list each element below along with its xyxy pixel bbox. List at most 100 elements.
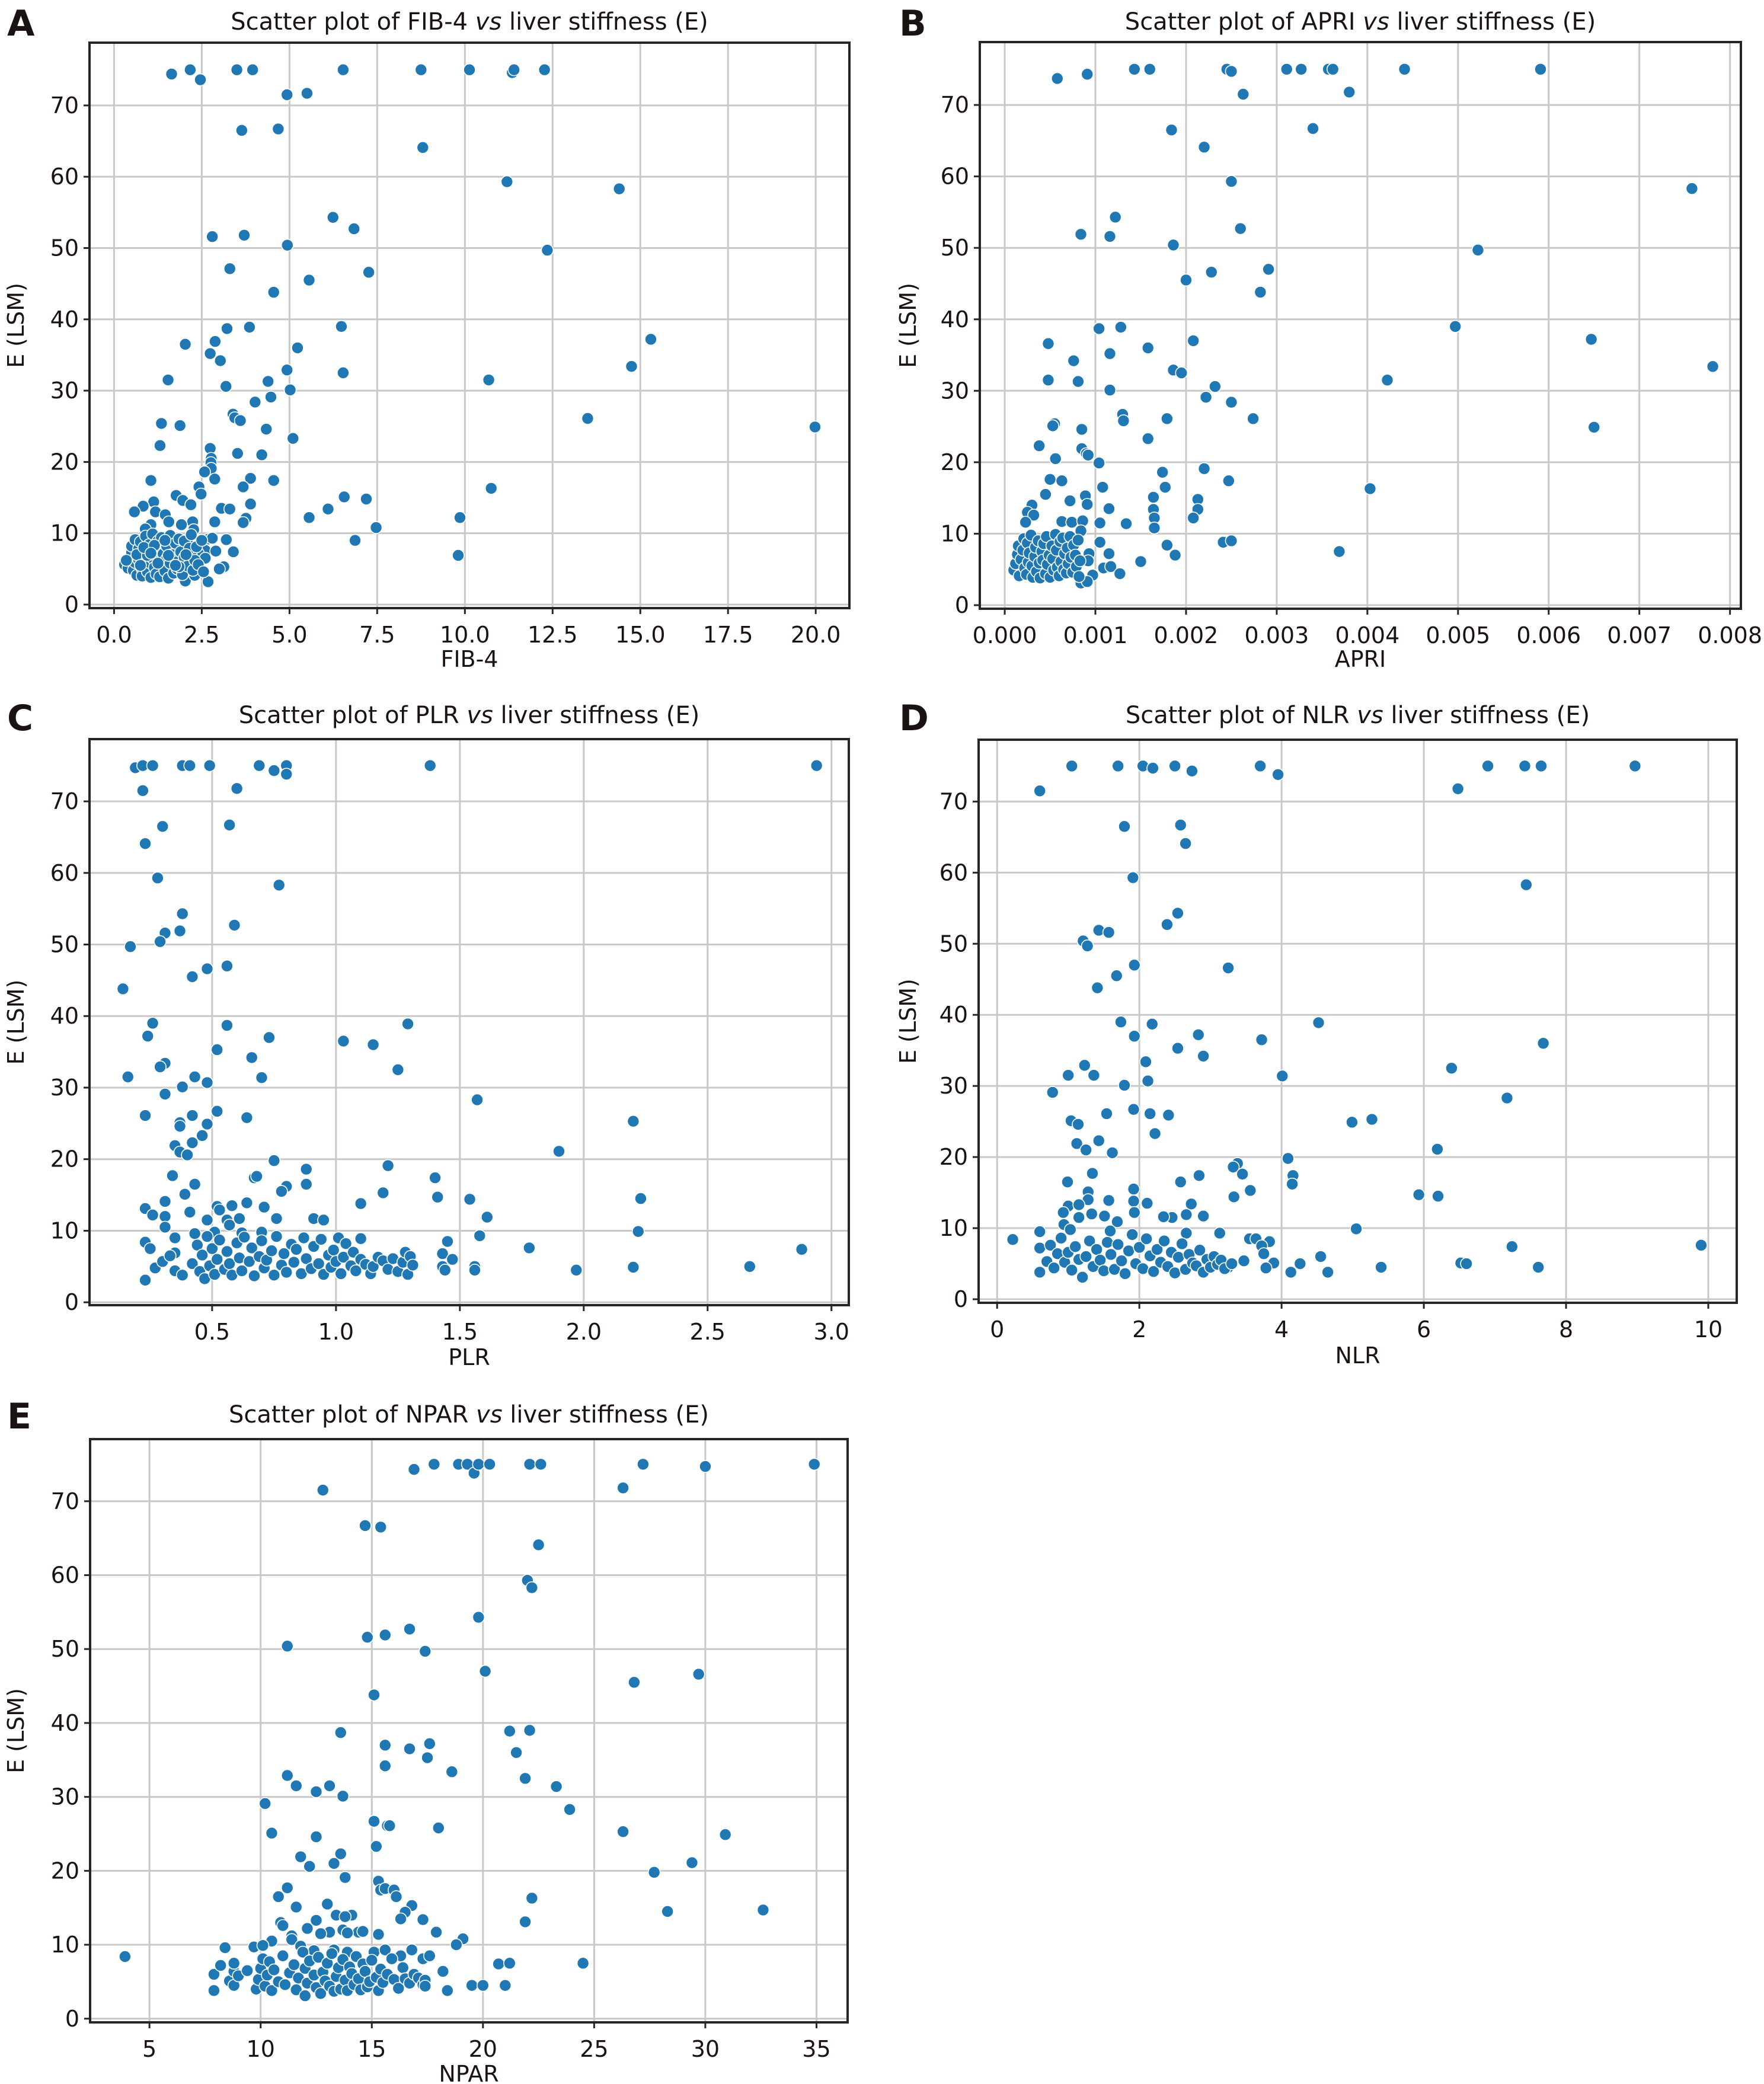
data-point: [1276, 1069, 1289, 1083]
data-point: [339, 1237, 353, 1250]
y-tick-label: 60: [50, 860, 79, 886]
data-point: [156, 820, 170, 833]
data-point: [416, 141, 430, 154]
data-point: [581, 412, 595, 425]
data-point: [280, 1265, 293, 1279]
data-point: [309, 1914, 323, 1927]
data-point: [1584, 333, 1598, 346]
data-point: [120, 554, 133, 567]
data-point: [334, 1726, 347, 1739]
data-point: [299, 1252, 313, 1265]
data-point: [297, 1231, 311, 1245]
data-point: [290, 1243, 303, 1256]
data-point: [1127, 1194, 1140, 1208]
data-point: [277, 1247, 290, 1260]
data-point: [327, 1857, 341, 1870]
panel-a-fib4: A Scatter plot of FIB-4 vs liver stiffnes…: [3, 3, 851, 672]
data-point: [127, 505, 141, 519]
y-tick-label: 30: [50, 378, 79, 404]
y-tick-label: 60: [941, 164, 969, 190]
data-point: [1093, 516, 1107, 530]
x-tick-label: 1.0: [318, 1319, 354, 1345]
data-point: [198, 465, 211, 479]
x-tick-label: 10: [1694, 1316, 1723, 1343]
data-point: [1136, 1262, 1149, 1276]
data-point: [317, 1213, 330, 1227]
data-point: [1165, 123, 1178, 137]
data-point: [166, 1169, 179, 1182]
data-point: [1227, 1190, 1241, 1204]
data-point: [378, 1943, 392, 1957]
data-point: [275, 1185, 288, 1198]
data-point: [136, 784, 149, 797]
x-tick-label: 30: [691, 2036, 720, 2062]
data-point: [203, 347, 217, 360]
data-point: [195, 533, 209, 547]
data-point: [427, 1457, 441, 1471]
data-point: [139, 1109, 152, 1122]
data-point: [445, 1765, 459, 1779]
data-point: [271, 122, 285, 136]
chart-title-vs: vs: [466, 702, 493, 729]
data-point: [1103, 230, 1117, 243]
data-point: [1087, 1069, 1101, 1082]
data-point: [191, 1238, 204, 1252]
data-point: [223, 262, 237, 276]
data-point: [1139, 1055, 1152, 1069]
data-point: [1110, 969, 1123, 983]
data-point: [1141, 1074, 1155, 1088]
x-tick-label: 0: [990, 1316, 1004, 1343]
data-point: [175, 518, 188, 532]
chart-title-vs: vs: [1357, 702, 1383, 729]
data-point: [1233, 222, 1247, 235]
data-point: [1306, 122, 1319, 135]
y-tick-label: 0: [954, 1286, 968, 1312]
data-point: [223, 819, 236, 832]
data-point: [378, 1738, 392, 1752]
data-point: [1111, 759, 1124, 773]
y-tick-label: 40: [50, 1003, 79, 1029]
data-point: [808, 420, 822, 434]
data-point: [279, 1978, 292, 1992]
data-point: [1146, 762, 1159, 775]
data-point: [1072, 1211, 1085, 1224]
x-tick-label: 0.006: [1516, 622, 1581, 648]
x-tick-label: 7.5: [359, 622, 395, 648]
data-point: [294, 1850, 308, 1864]
data-point: [1520, 878, 1533, 891]
data-point: [272, 878, 286, 892]
data-point: [219, 380, 233, 393]
data-point: [173, 924, 187, 938]
data-point: [1104, 560, 1117, 573]
data-point: [1127, 63, 1141, 76]
x-axis-label: PLR: [448, 1344, 490, 1370]
data-point: [1343, 85, 1356, 99]
data-point: [1049, 452, 1062, 465]
data-point: [1321, 1265, 1334, 1279]
data-point: [1161, 412, 1174, 426]
data-point: [276, 1919, 290, 1932]
data-point: [1380, 373, 1394, 387]
data-point: [255, 448, 269, 462]
data-point: [337, 366, 350, 379]
data-point: [334, 1267, 348, 1280]
data-point: [1118, 820, 1131, 833]
data-point: [116, 982, 130, 996]
data-point: [312, 1951, 325, 1964]
data-point: [519, 1915, 532, 1929]
y-tick-label: 20: [939, 1144, 968, 1170]
data-point: [1120, 517, 1133, 530]
data-point: [1072, 1118, 1085, 1131]
data-point: [184, 63, 197, 76]
x-tick-label: 20: [469, 2036, 497, 2062]
data-point: [1193, 1244, 1206, 1257]
data-point: [173, 1120, 187, 1133]
data-point: [1091, 981, 1104, 995]
chart-title: Scatter plot of NPAR vs liver stiffness …: [229, 1401, 709, 1428]
data-point: [1500, 1091, 1514, 1105]
data-point: [257, 1200, 271, 1214]
chart-title-suffix: liver stiffness (E): [493, 702, 699, 729]
data-point: [1236, 1168, 1249, 1181]
gridlines: [90, 739, 849, 1305]
data-point: [146, 759, 159, 772]
